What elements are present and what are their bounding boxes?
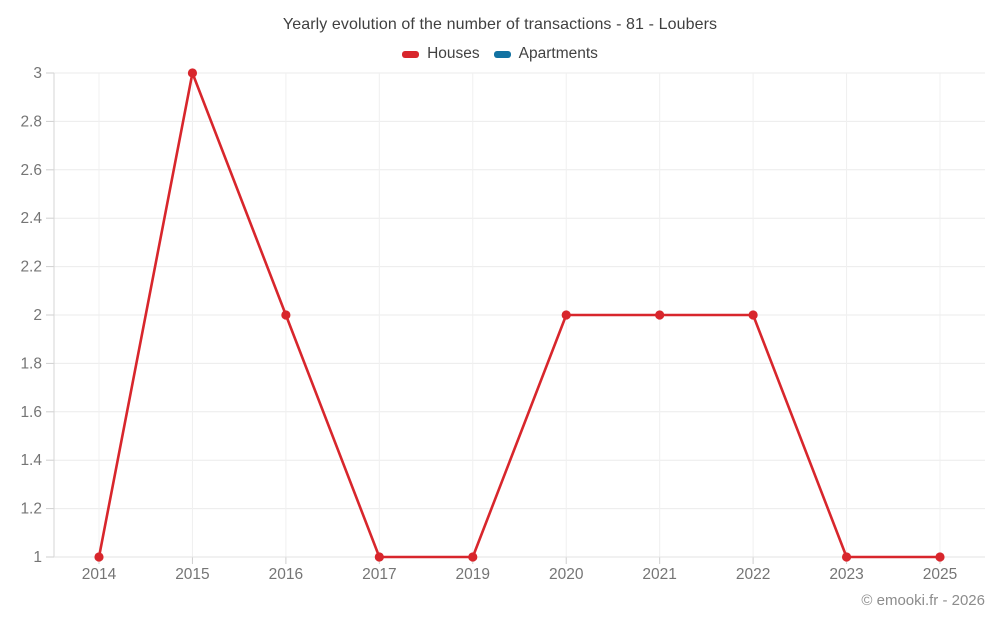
y-tick-label: 3 <box>33 65 42 82</box>
x-tick-label: 2022 <box>736 566 770 583</box>
data-point-houses-2015[interactable] <box>187 68 198 78</box>
data-point-houses-2022[interactable] <box>748 310 758 320</box>
x-tick-label: 2016 <box>269 566 303 583</box>
apartments-series-swatch-icon <box>493 50 511 58</box>
series-line-houses <box>97 71 942 559</box>
legend-label-apartments: Apartments <box>518 45 598 62</box>
data-point-houses-2025[interactable] <box>935 552 945 562</box>
x-tick-label: 2021 <box>642 566 676 583</box>
data-point-houses-2014[interactable] <box>94 552 104 562</box>
y-tick-label: 2 <box>33 307 42 324</box>
y-tick-label: 1.8 <box>20 355 42 372</box>
houses-series-swatch-icon <box>402 50 420 58</box>
x-tick-label: 2019 <box>456 566 490 583</box>
copyright-credit: © emooki.fr - 2026 <box>861 592 985 609</box>
y-tick-label: 2.8 <box>20 113 42 130</box>
x-tick-label: 2017 <box>362 566 396 583</box>
y-tick-label: 2.4 <box>20 210 42 227</box>
x-tick-label: 2023 <box>829 566 863 583</box>
chart-title: Yearly evolution of the number of transa… <box>282 16 718 33</box>
data-point-houses-2020[interactable] <box>561 310 571 320</box>
x-tick-label: 2015 <box>175 566 209 583</box>
y-tick-label: 1.4 <box>20 452 42 469</box>
data-point-houses-2021[interactable] <box>655 310 665 320</box>
y-tick-label: 2.2 <box>20 259 42 276</box>
legend-item-houses[interactable]: Houses <box>402 45 480 63</box>
legend-item-apartments[interactable]: Apartments <box>493 45 598 63</box>
data-point-houses-2016[interactable] <box>281 310 291 320</box>
chart-legend: Houses Apartments <box>0 45 1000 63</box>
y-tick-label: 1 <box>33 549 42 566</box>
data-point-houses-2017[interactable] <box>374 552 384 562</box>
y-tick-label: 1.2 <box>20 501 42 518</box>
y-tick-label: 1.6 <box>20 404 42 421</box>
legend-label-houses: Houses <box>427 45 480 62</box>
y-tick-label: 2.6 <box>20 162 42 179</box>
x-tick-label: 2014 <box>82 566 117 583</box>
data-point-houses-2023[interactable] <box>841 552 852 562</box>
x-tick-label: 2025 <box>923 566 957 583</box>
data-point-houses-2019[interactable] <box>468 552 478 562</box>
x-tick-label: 2020 <box>549 566 584 583</box>
